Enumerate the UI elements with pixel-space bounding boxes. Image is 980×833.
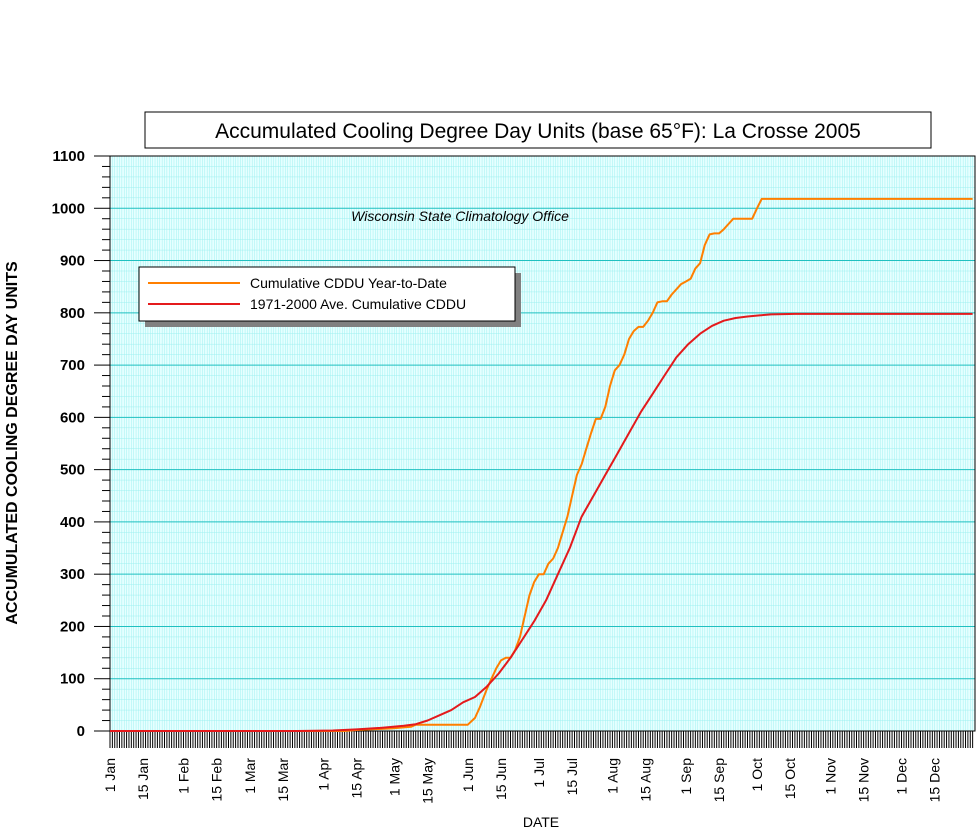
x-tick-label: 15 Oct [782, 758, 798, 799]
x-tick-label: 1 Dec [894, 758, 910, 795]
x-tick-label: 15 May [420, 758, 436, 804]
x-axis-title: DATE [523, 814, 559, 830]
y-tick-label: 300 [60, 566, 85, 583]
x-tick-label: 1 Apr [315, 758, 331, 791]
minor-grid [109, 155, 975, 732]
x-tick-label: 1 Sep [678, 758, 694, 795]
y-tick-label: 700 [60, 357, 85, 374]
y-tick-label: 400 [60, 514, 85, 531]
x-tick-label: 1 May [386, 758, 402, 796]
series-layer [110, 197, 973, 732]
x-tick-label: 15 Mar [275, 758, 291, 802]
x-tick-label: 1 Feb [175, 758, 191, 794]
x-tick-label: 15 Jan [135, 758, 151, 800]
x-tick-label: 1 Aug [604, 758, 620, 794]
x-axis-ticks [109, 731, 974, 748]
x-tick-label: 15 Sep [711, 758, 727, 803]
y-tick-label: 800 [60, 305, 85, 322]
x-tick-label: 15 Feb [209, 758, 225, 802]
y-axis-ticks [94, 155, 110, 732]
x-tick-label: 15 Apr [348, 758, 364, 799]
x-tick-label: 15 Aug [638, 758, 654, 802]
x-tick-label: 15 Jul [564, 758, 580, 795]
y-tick-label: 0 [77, 723, 85, 740]
y-axis-title: ACCUMULATED COOLING DEGREE DAY UNITS [4, 261, 21, 625]
y-tick-label: 100 [60, 671, 85, 688]
y-tick-label: 900 [60, 253, 85, 270]
y-tick-label: 200 [60, 618, 85, 635]
chart-title: Accumulated Cooling Degree Day Units (ba… [215, 120, 861, 143]
y-tick-label: 500 [60, 462, 85, 479]
legend-label-ytd: Cumulative CDDU Year-to-Date [250, 275, 447, 291]
legend-box [138, 266, 516, 322]
x-axis-labels: 1 Jan 15 Jan 1 Feb 15 Feb 1 Mar 15 Mar 1 Apr 15… [102, 758, 943, 804]
y-axis-labels: 0 100 200 300 400 500 600 700 800 900 1000 1100 [52, 148, 85, 740]
x-tick-label: 15 Nov [856, 758, 872, 802]
x-tick-label: 1 Mar [242, 758, 258, 794]
y-tick-label: 1100 [52, 148, 85, 165]
series-line-normal [110, 312, 973, 732]
x-tick-label: 1 Nov [822, 758, 838, 795]
plot-area [110, 156, 975, 731]
legend: Cumulative CDDU Year-to-Date 1971-2000 A… [138, 266, 521, 327]
x-tick-label: 1 Jan [102, 758, 118, 792]
title-box [144, 111, 932, 149]
x-tick-label: 1 Jul [531, 758, 547, 788]
annotation: Wisconsin State Climatology Office [351, 208, 569, 224]
y-tick-label: 600 [60, 409, 85, 426]
legend-label-normal: 1971-2000 Ave. Cumulative CDDU [250, 296, 466, 312]
y-tick-label: 1000 [52, 200, 85, 217]
x-tick-label: 15 Dec [927, 758, 943, 802]
x-tick-label: 15 Jun [493, 758, 509, 800]
x-tick-label: 1 Jun [460, 758, 476, 792]
x-tick-label: 1 Oct [749, 758, 765, 792]
